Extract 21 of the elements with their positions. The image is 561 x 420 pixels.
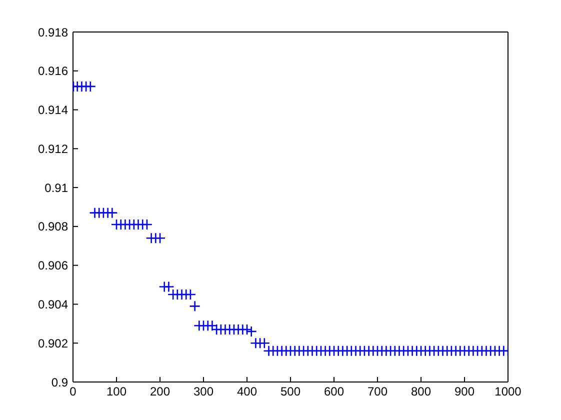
y-tick-label: 0.916 xyxy=(38,64,68,78)
x-tick-label: 400 xyxy=(236,384,258,399)
x-tick-label: 1000 xyxy=(494,384,522,399)
y-tick-label: 0.918 xyxy=(38,25,68,40)
x-tick-label: 500 xyxy=(280,384,301,399)
y-tick-label: 0.9 xyxy=(51,375,68,390)
y-tick-label: 0.908 xyxy=(38,220,68,234)
y-tick-label: 0.912 xyxy=(38,142,68,156)
y-tick-label: 0.904 xyxy=(38,297,68,312)
y-tick-label: 0.914 xyxy=(38,103,68,118)
y-tick-label: 0.902 xyxy=(38,336,68,350)
y-tick-label: 0.91 xyxy=(44,180,68,195)
x-tick-label: 900 xyxy=(454,384,475,399)
x-tick-label: 800 xyxy=(410,384,432,399)
x-tick-label: 200 xyxy=(150,384,170,399)
y-tick-label: 0.906 xyxy=(38,258,68,273)
x-tick-label: 600 xyxy=(324,384,344,399)
x-tick-label: 100 xyxy=(106,384,127,399)
x-tick-label: 300 xyxy=(193,384,214,399)
x-tick-label: 700 xyxy=(367,384,388,399)
x-tick-label: 0 xyxy=(70,384,77,399)
